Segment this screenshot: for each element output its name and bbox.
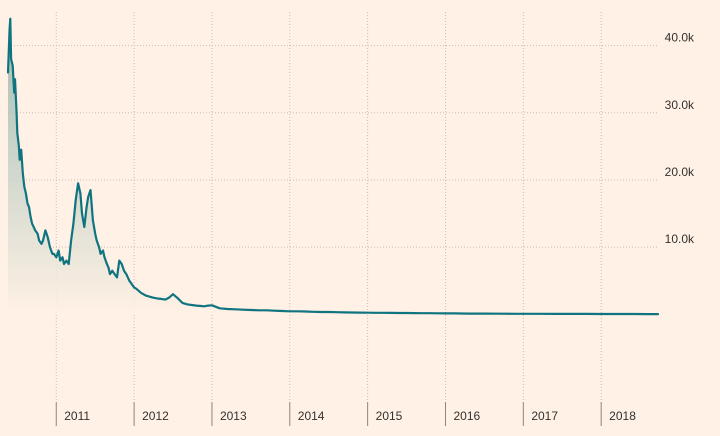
y-tick-label: 10.0k <box>665 232 695 246</box>
x-tick-label: 2013 <box>220 409 247 423</box>
x-tick-label: 2012 <box>142 409 169 423</box>
y-tick-label: 30.0k <box>665 98 695 112</box>
series-line <box>6 17 660 316</box>
x-tick-label: 2018 <box>609 409 636 423</box>
grid <box>8 12 658 402</box>
x-tick-label: 2017 <box>531 409 558 423</box>
y-tick-label: 40.0k <box>665 31 695 45</box>
x-tick-label: 2015 <box>376 409 403 423</box>
x-axis: 2011 2012 2013 2014 2015 2016 2017 2018 <box>55 402 636 426</box>
series-area <box>8 18 658 315</box>
area-layer <box>8 18 658 315</box>
x-tick-label: 2016 <box>453 409 480 423</box>
x-tick-label: 2011 <box>64 409 90 423</box>
y-axis: 10.0k 20.0k 30.0k 40.0k <box>665 31 695 247</box>
line-layer <box>6 17 660 316</box>
x-tick-label: 2014 <box>298 409 325 423</box>
y-tick-label: 20.0k <box>665 165 695 179</box>
